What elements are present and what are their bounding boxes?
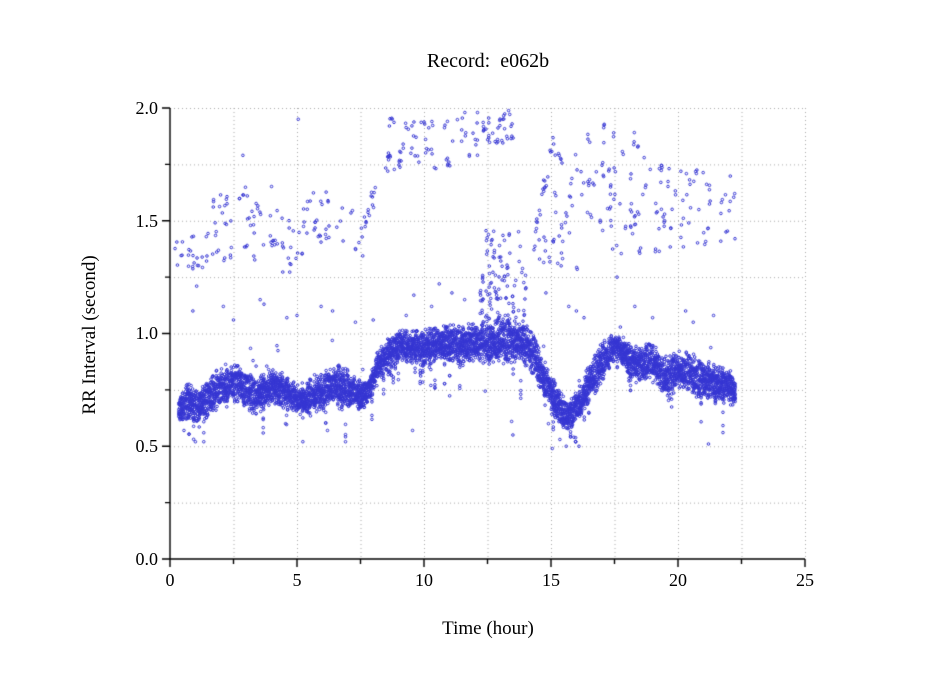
- x-tick-label-25: 25: [796, 570, 814, 590]
- y-tick-label-0.0: 0.0: [135, 549, 159, 569]
- y-tick-label-1.0: 1.0: [135, 323, 159, 343]
- x-tick-label-10: 10: [415, 570, 433, 590]
- x-tick-label-0: 0: [165, 570, 175, 590]
- chart-title: Record: e062b: [426, 50, 550, 72]
- x-tick-label-20: 20: [669, 570, 687, 590]
- y-axis-title: RR Interval (second): [79, 255, 100, 415]
- x-axis-title: Time (hour): [442, 618, 534, 639]
- x-tick-label-5: 5: [292, 570, 302, 590]
- y-tick-label-2.0: 2.0: [135, 98, 159, 118]
- y-tick-label-0.5: 0.5: [135, 436, 159, 456]
- y-tick-label-1.5: 1.5: [135, 211, 159, 231]
- x-tick-label-15: 15: [542, 570, 560, 590]
